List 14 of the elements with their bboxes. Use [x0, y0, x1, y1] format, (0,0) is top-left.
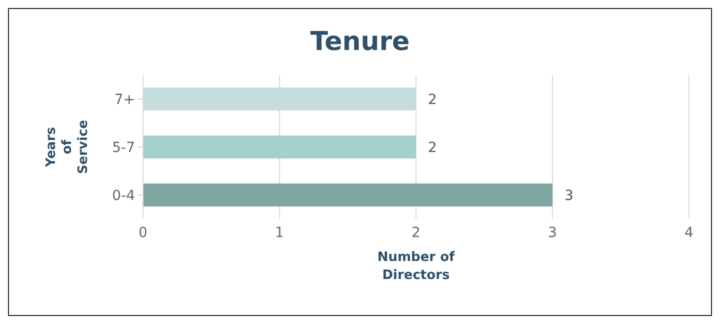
- data-label: 2: [428, 140, 437, 156]
- y-tick-label: 0-4: [112, 188, 136, 204]
- x-tick-label: 2: [412, 224, 420, 241]
- data-label: 2: [428, 92, 437, 108]
- x-tick-label: 1: [275, 224, 284, 241]
- x-tick-label: 4: [684, 224, 694, 241]
- x-axis-title: Number of Directors: [377, 250, 456, 283]
- chart-title: Tenure: [309, 26, 411, 59]
- x-tick-label: 0: [138, 224, 148, 241]
- y-tick-label: 7+: [114, 92, 135, 108]
- data-label: 3: [564, 188, 574, 204]
- y-axis-title: Years of Service: [44, 120, 91, 174]
- x-tick-label: 3: [548, 224, 557, 241]
- y-tick-label: 5-7: [112, 140, 135, 156]
